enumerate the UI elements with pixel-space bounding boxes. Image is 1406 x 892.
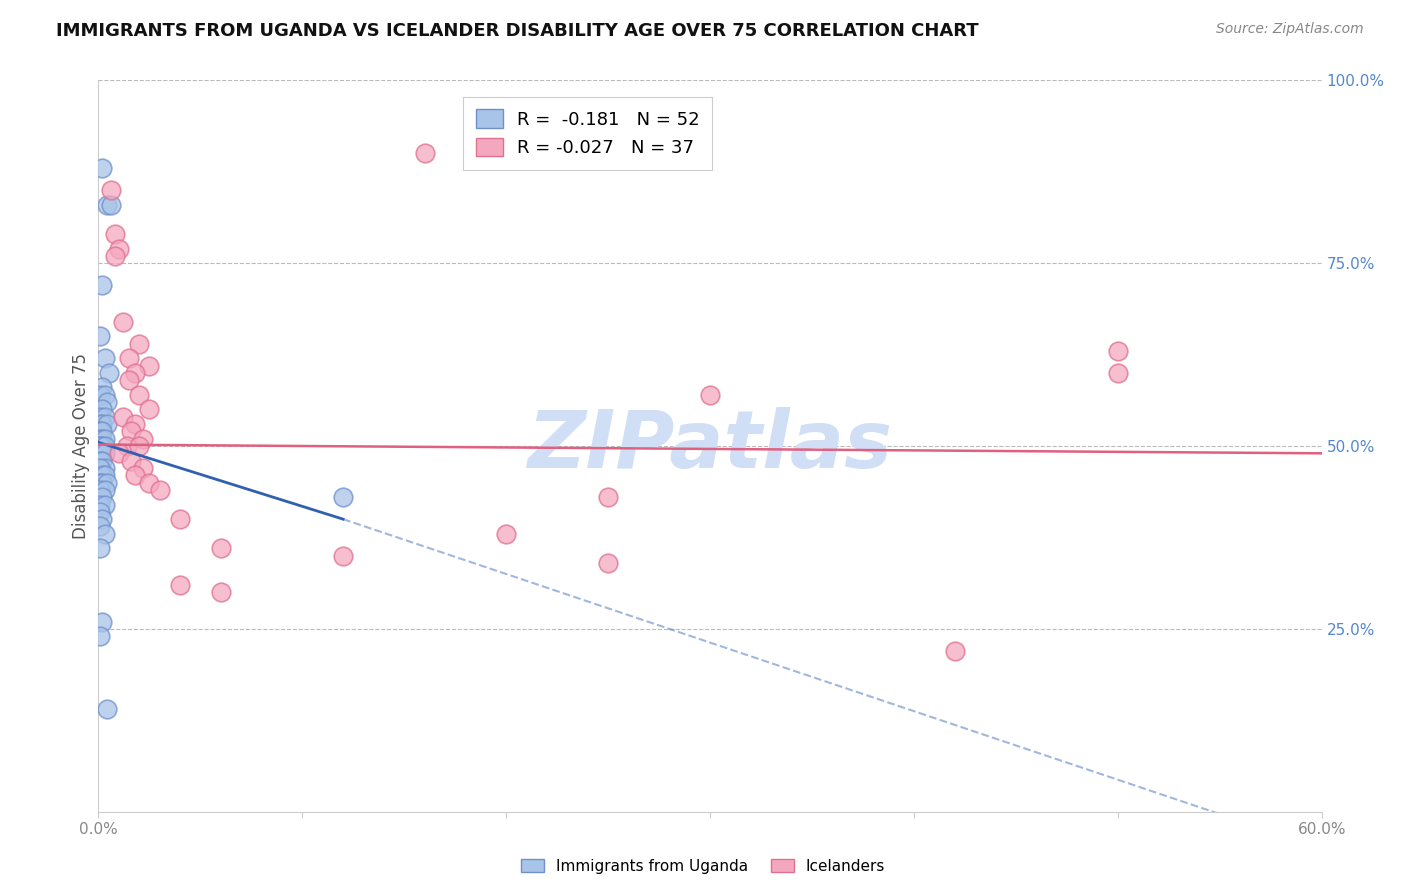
Point	[169, 578, 191, 592]
Point	[138, 359, 160, 373]
Point	[108, 446, 131, 460]
Point	[89, 409, 111, 424]
Point	[93, 351, 115, 366]
Point	[209, 541, 232, 556]
Point	[89, 498, 111, 512]
Point	[91, 278, 114, 293]
Point	[1107, 366, 1129, 380]
Point	[91, 432, 114, 446]
Point	[93, 461, 115, 475]
Point	[115, 439, 138, 453]
Point	[96, 395, 118, 409]
Point	[91, 402, 114, 417]
Point	[169, 512, 191, 526]
Point	[132, 461, 155, 475]
Point	[332, 549, 354, 563]
Point	[209, 585, 232, 599]
Point	[89, 541, 111, 556]
Text: ZIPatlas: ZIPatlas	[527, 407, 893, 485]
Point	[332, 490, 354, 504]
Point	[91, 161, 114, 175]
Point	[120, 453, 142, 467]
Point	[97, 366, 120, 380]
Point	[91, 453, 114, 467]
Point	[89, 453, 111, 467]
Point	[93, 526, 115, 541]
Point	[93, 483, 115, 497]
Point	[93, 498, 115, 512]
Point	[1107, 343, 1129, 358]
Point	[128, 439, 150, 453]
Legend: R =  -0.181   N = 52, R = -0.027   N = 37: R = -0.181 N = 52, R = -0.027 N = 37	[463, 96, 713, 169]
Point	[91, 439, 114, 453]
Point	[108, 242, 131, 256]
Point	[91, 446, 114, 460]
Point	[93, 468, 115, 483]
Point	[89, 417, 111, 431]
Point	[96, 197, 118, 211]
Point	[124, 468, 146, 483]
Point	[124, 366, 146, 380]
Point	[149, 483, 172, 497]
Point	[91, 490, 114, 504]
Point	[93, 432, 115, 446]
Point	[91, 380, 114, 394]
Point	[120, 425, 142, 439]
Point	[89, 432, 111, 446]
Point	[89, 461, 111, 475]
Point	[111, 315, 134, 329]
Text: IMMIGRANTS FROM UGANDA VS ICELANDER DISABILITY AGE OVER 75 CORRELATION CHART: IMMIGRANTS FROM UGANDA VS ICELANDER DISA…	[56, 22, 979, 40]
Point	[89, 446, 111, 460]
Point	[96, 417, 118, 431]
Text: Source: ZipAtlas.com: Source: ZipAtlas.com	[1216, 22, 1364, 37]
Point	[138, 475, 160, 490]
Point	[128, 336, 150, 351]
Point	[138, 402, 160, 417]
Point	[495, 526, 517, 541]
Point	[93, 446, 115, 460]
Point	[111, 409, 134, 424]
Point	[699, 388, 721, 402]
Point	[100, 197, 122, 211]
Point	[104, 227, 127, 241]
Point	[91, 475, 114, 490]
Point	[89, 439, 111, 453]
Point	[89, 388, 111, 402]
Point	[91, 512, 114, 526]
Point	[132, 432, 155, 446]
Point	[93, 409, 115, 424]
Point	[96, 475, 118, 490]
Point	[93, 388, 115, 402]
Point	[100, 183, 122, 197]
Point	[598, 556, 620, 570]
Point	[413, 146, 436, 161]
Point	[598, 490, 620, 504]
Point	[89, 505, 111, 519]
Point	[93, 439, 115, 453]
Point	[118, 351, 141, 366]
Point	[89, 629, 111, 643]
Point	[91, 615, 114, 629]
Point	[91, 468, 114, 483]
Point	[89, 439, 111, 453]
Point	[124, 417, 146, 431]
Point	[89, 425, 111, 439]
Point	[89, 475, 111, 490]
Legend: Immigrants from Uganda, Icelanders: Immigrants from Uganda, Icelanders	[515, 853, 891, 880]
Point	[128, 388, 150, 402]
Point	[89, 329, 111, 343]
Point	[91, 417, 114, 431]
Point	[89, 519, 111, 533]
Point	[96, 702, 118, 716]
Point	[943, 644, 966, 658]
Y-axis label: Disability Age Over 75: Disability Age Over 75	[72, 353, 90, 539]
Point	[104, 249, 127, 263]
Point	[89, 483, 111, 497]
Point	[91, 425, 114, 439]
Point	[118, 373, 141, 387]
